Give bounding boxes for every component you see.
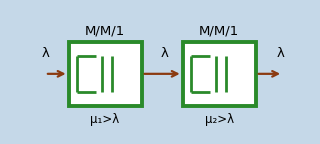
Bar: [68, 42, 142, 106]
Text: μ₁>λ: μ₁>λ: [91, 113, 120, 126]
Text: μ₂>λ: μ₂>λ: [204, 113, 234, 126]
Bar: [183, 42, 256, 106]
Text: M/M/1: M/M/1: [199, 24, 239, 37]
Text: λ: λ: [161, 47, 169, 60]
Text: λ: λ: [41, 47, 49, 60]
Text: M/M/1: M/M/1: [85, 24, 125, 37]
Text: λ: λ: [277, 47, 285, 60]
